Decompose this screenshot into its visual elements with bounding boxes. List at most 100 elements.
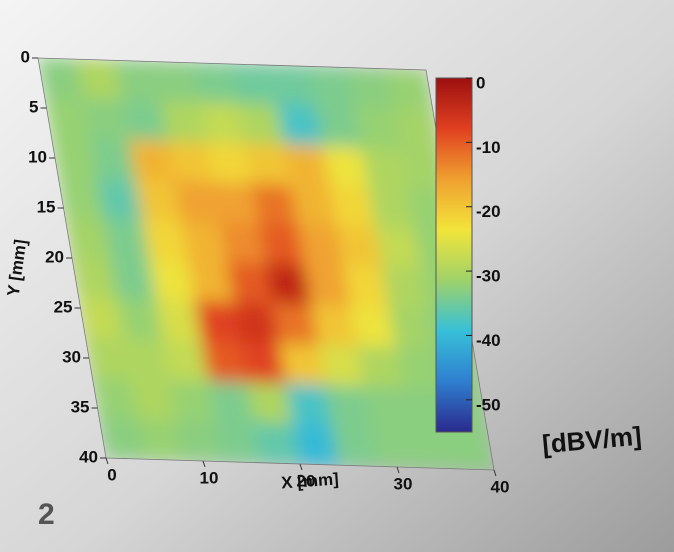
heatmap-cell [103,218,151,261]
heatmap-cell [238,103,285,146]
heatmap-cell [447,428,494,471]
heatmap-cell [356,345,404,389]
heatmap-cell [78,297,125,340]
heatmap-cell [349,305,397,349]
heatmap-cell [187,261,235,304]
heatmap-cell [169,379,217,423]
heatmap-cell [290,184,338,227]
heatmap-cell [208,381,255,424]
heatmap-cell [265,263,313,306]
heatmap-cell [361,147,409,190]
heatmap-cell [142,219,189,263]
heatmap-cell [343,265,390,309]
heatmap-cell [231,63,279,106]
colorbar-tick-label: 0 [476,73,485,92]
heatmap-cell [354,107,402,150]
heatmap-cell [96,178,144,221]
heatmap-cell [277,104,324,147]
heatmap-cell [272,303,319,346]
heatmap-cell [71,257,119,300]
heatmap-cell [160,101,208,144]
heatmap-cell [219,222,267,265]
heatmap-cell [201,341,249,384]
y-tick-label: 30 [62,347,81,366]
heatmap-cell [130,378,178,421]
heatmap-cell [135,179,183,223]
colorbar [435,77,473,433]
x-tick [396,466,400,474]
heatmap-cell [317,344,365,387]
heatmap-cell [110,258,157,301]
heatmap-cell [123,338,171,381]
x-axis-label: X [mm] [281,470,340,493]
heatmap-cell [174,181,221,224]
y-tick-label: 10 [28,147,47,166]
y-tick-label: 40 [79,447,98,466]
heatmap-cell [247,382,294,425]
heatmap-cell [194,301,242,344]
colorbar-tick-label: -50 [476,395,501,414]
heatmap-cell [270,64,317,107]
heatmap-cell [315,105,363,149]
heatmap-cell [117,298,164,341]
heatmap-cell [153,61,201,104]
heatmap-cell [304,264,351,307]
heatmap-cell [251,183,299,226]
heatmap-cell [215,421,262,464]
heatmap-cell [83,98,130,141]
y-tick-label: 0 [21,47,30,66]
heatmap-cell [309,65,356,109]
y-tick-label: 15 [37,197,56,216]
heatmap-cells [38,58,494,471]
heatmap-cell [199,102,247,145]
colorbar-tick-label: -20 [476,202,501,221]
heatmap-cell [192,62,240,105]
heatmap-cell [395,347,443,390]
heatmap-cell [292,423,340,466]
heatmap-cell [44,97,91,140]
x-tick [202,460,206,468]
heatmap-cell [57,177,105,220]
heatmap-cell [64,217,112,260]
heatmap-cell [297,224,345,267]
heatmap-cell [76,58,123,101]
heatmap-cell [98,417,146,460]
colorbar-tick-label: -40 [476,331,501,350]
heatmap-cell [167,141,215,184]
heatmap-cell [311,304,358,347]
heatmap-cell [253,422,301,465]
heatmap-cell [381,267,429,310]
heatmap-cell [233,302,281,345]
heatmap-cell [226,262,274,305]
x-tick-label: 0 [107,465,116,484]
heatmap-cell [375,227,422,270]
figure-number: 2 [38,498,55,531]
heatmap-cell [155,299,203,343]
x-tick [493,469,497,477]
heatmap-cell [240,342,287,385]
heatmap-cell [347,67,395,110]
heatmap-cell [149,259,196,303]
x-tick-label: 40 [491,477,510,496]
heatmap-cell [245,143,292,186]
heatmap-cell [258,223,306,266]
heatmap-cell [386,68,434,111]
heatmap-cell [388,307,436,350]
heatmap-cell [329,185,377,229]
y-tick-label: 5 [29,97,38,116]
x-tick [105,457,109,465]
heatmap-cell [409,427,456,470]
heatmap-cell [181,221,228,264]
heatmap-cell [324,384,372,427]
x-tick [299,463,303,471]
colorbar-tick-label: -10 [476,138,501,157]
heatmap-cell [162,339,210,383]
heatmap-cell [285,383,333,426]
heatmap-cell [128,139,176,183]
colorbar-tick-label: -30 [476,267,501,286]
y-tick-label: 20 [45,247,64,266]
heatmap-cell [206,142,253,185]
heatmap-cell [213,182,260,225]
heatmap-cell [336,225,383,269]
